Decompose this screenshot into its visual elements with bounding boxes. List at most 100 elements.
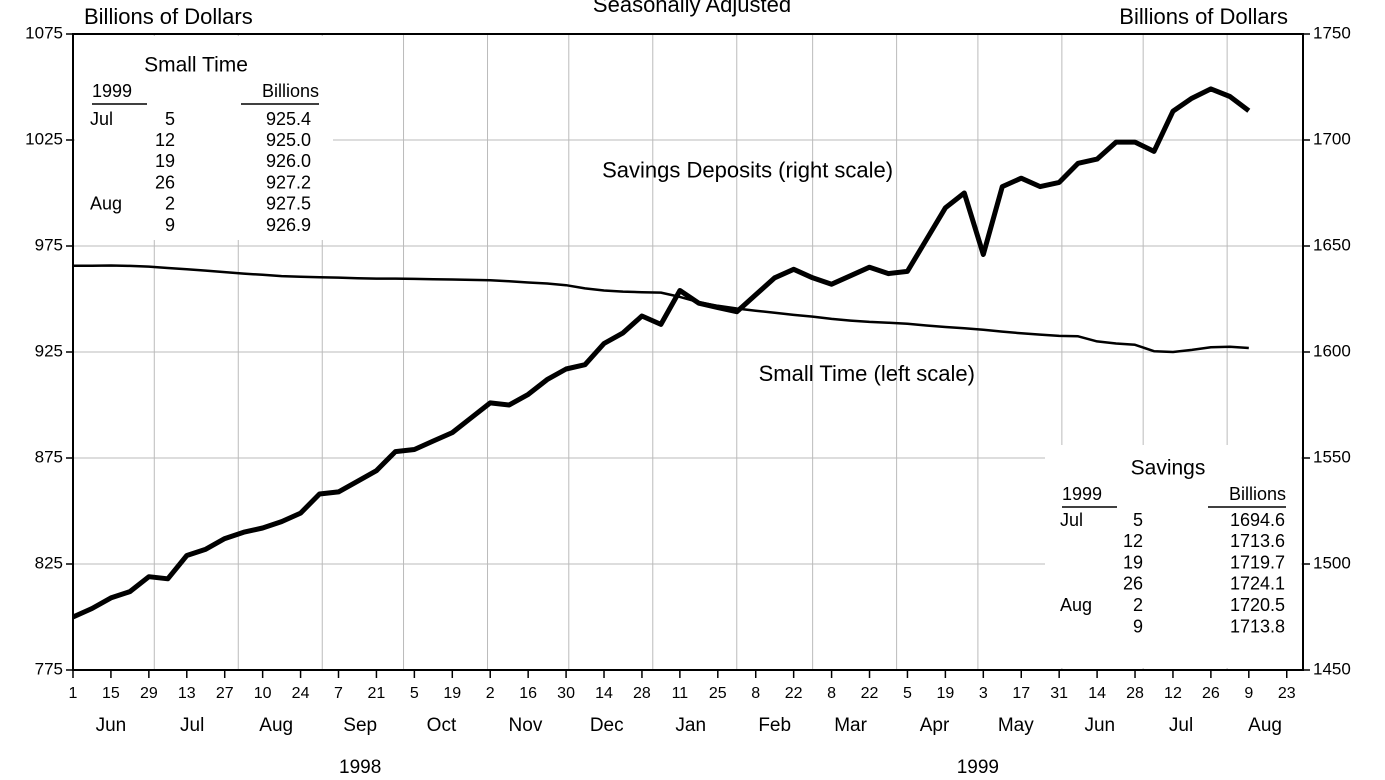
x-tick-label: 30 (557, 685, 575, 702)
x-month-label: Sep (343, 715, 377, 736)
inset-box (1045, 445, 1301, 668)
inset-cell: 927.5 (266, 194, 311, 214)
x-tick-label: 24 (292, 685, 310, 702)
annotation: Savings Deposits (right scale) (602, 158, 893, 183)
chart-title: Seasonally Adjusted (593, 0, 791, 17)
annotation: Small Time (left scale) (759, 361, 975, 386)
x-tick-label: 31 (1050, 685, 1068, 702)
x-month-label: Dec (590, 715, 624, 736)
x-month-label: Apr (920, 715, 950, 736)
inset-cell: 925.0 (266, 130, 311, 150)
inset-cell: 26 (155, 172, 175, 192)
inset-cell: 12 (1123, 531, 1143, 551)
x-month-label: Jan (675, 715, 706, 736)
x-tick-label: 5 (410, 685, 419, 702)
x-tick-label: 19 (443, 685, 461, 702)
x-tick-label: 25 (709, 685, 727, 702)
y-tick-label: 875 (35, 447, 63, 466)
inset-header: 1999 (92, 81, 132, 101)
x-tick-label: 22 (861, 685, 879, 702)
inset-cell: 5 (165, 109, 175, 129)
x-year-label: 1998 (339, 757, 381, 778)
y-tick-label: 1025 (25, 129, 63, 148)
inset-cell: 1719.7 (1230, 552, 1285, 572)
y-tick-label: 925 (35, 341, 63, 360)
inset-title: Small Time (144, 54, 248, 77)
inset-cell: 1713.6 (1230, 531, 1285, 551)
y2-tick-label: 1700 (1313, 129, 1351, 148)
y2-tick-label: 1500 (1313, 553, 1351, 572)
y2-axis-label: Billions of Dollars (1119, 4, 1288, 29)
x-month-label: Jun (1084, 715, 1115, 736)
x-tick-label: 28 (1126, 685, 1144, 702)
x-tick-label: 28 (633, 685, 651, 702)
inset-cell: 1694.6 (1230, 510, 1285, 530)
x-tick-label: 2 (486, 685, 495, 702)
inset-cell: 1713.8 (1230, 616, 1285, 636)
x-tick-label: 26 (1202, 685, 1220, 702)
lines (71, 86, 1251, 620)
inset-cell: 19 (1123, 552, 1143, 572)
inset-cell: Jul (90, 109, 113, 129)
series-line (73, 264, 1249, 354)
x-tick-label: 13 (178, 685, 196, 702)
inset-header: Billions (1229, 484, 1286, 504)
x-tick-label: 12 (1164, 685, 1182, 702)
x-tick-label: 8 (827, 685, 836, 702)
inset-cell: 9 (165, 215, 175, 235)
inset-cell: 926.0 (266, 151, 311, 171)
inset-cell: Jul (1060, 510, 1083, 530)
y2-tick-label: 1450 (1313, 659, 1351, 678)
x-tick-label: 14 (1088, 685, 1106, 702)
x-tick-label: 19 (936, 685, 954, 702)
inset-cell: 926.9 (266, 215, 311, 235)
x-month-label: Oct (427, 715, 457, 736)
inset-cell: 925.4 (266, 109, 311, 129)
inset-cell: 1724.1 (1230, 574, 1285, 594)
inset-header: Billions (262, 81, 319, 101)
inset-cell: 12 (155, 130, 175, 150)
x-tick-label: 10 (254, 685, 272, 702)
y-tick-label: 825 (35, 553, 63, 572)
x-month-label: Nov (509, 715, 543, 736)
x-month-label: May (998, 715, 1034, 736)
inset-cell: 19 (155, 151, 175, 171)
y2-tick-label: 1650 (1313, 235, 1351, 254)
x-tick-label: 11 (672, 685, 689, 702)
y2-tick-label: 1600 (1313, 341, 1351, 360)
x-tick-label: 9 (1244, 685, 1253, 702)
x-month-label: Feb (758, 715, 791, 736)
series-line (71, 86, 1251, 620)
inset-cell: 2 (1133, 595, 1143, 615)
inset-cell: 1720.5 (1230, 595, 1285, 615)
y-tick-label: 975 (35, 235, 63, 254)
x-tick-label: 29 (140, 685, 158, 702)
x-tick-label: 23 (1278, 685, 1296, 702)
inset-box (75, 36, 333, 240)
y-axis-label: Billions of Dollars (84, 4, 253, 29)
inset-header: 1999 (1062, 484, 1102, 504)
x-tick-label: 8 (751, 685, 760, 702)
inset-cell: 26 (1123, 574, 1143, 594)
x-tick-label: 16 (519, 685, 537, 702)
x-tick-label: 14 (595, 685, 613, 702)
inset-cell: 5 (1133, 510, 1143, 530)
x-tick-label: 27 (216, 685, 234, 702)
y2-tick-label: 1550 (1313, 447, 1351, 466)
x-month-label: Jul (180, 715, 204, 736)
inset-cell: 2 (165, 194, 175, 214)
x-month-label: Aug (1248, 715, 1282, 736)
x-tick-label: 17 (1012, 685, 1030, 702)
inset-title: Savings (1131, 457, 1206, 480)
inset-cell: 9 (1133, 616, 1143, 636)
inset-cell: Aug (90, 194, 122, 214)
x-month-label: Jul (1169, 715, 1193, 736)
x-month-label: Jun (96, 715, 127, 736)
x-year-label: 1999 (957, 757, 999, 778)
x-tick-label: 7 (334, 685, 343, 702)
y-tick-label: 775 (35, 659, 63, 678)
x-month-label: Mar (834, 715, 867, 736)
x-tick-label: 5 (903, 685, 912, 702)
